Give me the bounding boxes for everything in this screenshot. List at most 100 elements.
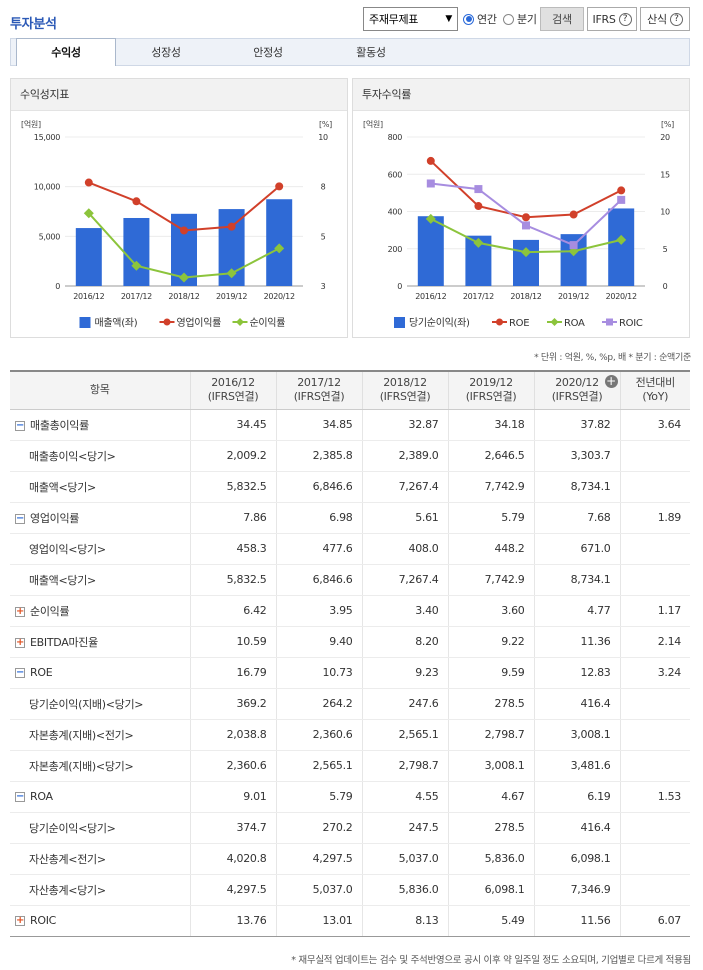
value-cell: 2,565.1 bbox=[361, 719, 448, 751]
value-cell bbox=[619, 471, 690, 503]
value-cell: 7.68 bbox=[533, 502, 620, 534]
row-label: 매출총이익<당기> bbox=[29, 449, 116, 463]
row-label: 매출액<당기> bbox=[29, 480, 96, 494]
legend-label: 당기순이익(좌) bbox=[409, 317, 470, 329]
chart-legend: 매출액(좌) 영업이익률 순이익률 bbox=[79, 316, 286, 329]
value-cell: 7.86 bbox=[189, 502, 276, 534]
row-label-cell[interactable]: − 매출총이익률 bbox=[10, 409, 190, 441]
value-cell: 3,481.6 bbox=[533, 750, 620, 782]
right-unit-label: [%] bbox=[319, 120, 332, 129]
row-label: 당기순이익<당기> bbox=[29, 821, 116, 835]
radio-checked-icon bbox=[463, 13, 474, 25]
profitability-chart-panel: 수익성지표 [억원] [%] 15,000 10,000 5,000 0 10 8 5 3 2016… bbox=[10, 78, 348, 338]
right-tick-label: 10 bbox=[660, 208, 670, 217]
row-label-cell: 매출액<당기> bbox=[10, 471, 190, 503]
value-cell: 10.59 bbox=[189, 626, 276, 658]
legend-marker bbox=[236, 318, 244, 326]
point-ROA bbox=[473, 237, 484, 248]
value-cell: 4,297.5 bbox=[189, 874, 276, 906]
tab-profitability[interactable]: 수익성 bbox=[16, 38, 116, 66]
annual-radio[interactable]: 연간 bbox=[463, 11, 497, 27]
expand-icon[interactable]: + bbox=[15, 915, 25, 926]
legend-marker bbox=[163, 318, 171, 326]
value-cell: 247.5 bbox=[361, 812, 448, 844]
tab-growth[interactable]: 성장성 bbox=[151, 46, 181, 59]
value-cell: 3.64 bbox=[619, 409, 690, 441]
point-ROE bbox=[617, 186, 626, 195]
value-cell: 13.76 bbox=[189, 905, 276, 937]
bar-2020/12 bbox=[608, 208, 635, 286]
value-cell: 448.2 bbox=[447, 533, 534, 565]
expand-icon[interactable]: + bbox=[15, 636, 25, 648]
row-label-cell[interactable]: − ROA bbox=[10, 781, 190, 813]
point-영업이익률 bbox=[132, 197, 141, 206]
quarter-radio[interactable]: 분기 bbox=[503, 11, 537, 27]
annual-radio-label: 연간 bbox=[477, 13, 497, 26]
row-label: 자본총계(지배)<전기> bbox=[29, 728, 134, 742]
value-cell: 671.0 bbox=[533, 533, 620, 565]
value-cell: 2,646.5 bbox=[447, 440, 534, 472]
right-tick-label: 0 bbox=[663, 282, 668, 291]
value-cell: 4,297.5 bbox=[275, 843, 362, 875]
collapse-icon[interactable]: − bbox=[15, 791, 25, 802]
expand-icon[interactable]: + bbox=[15, 605, 25, 617]
value-cell: 5.79 bbox=[275, 781, 362, 813]
statement-type-select[interactable]: 주재무제표 ▼ bbox=[363, 7, 458, 31]
ifrs-button[interactable]: IFRS ? bbox=[587, 7, 637, 31]
collapse-icon[interactable]: − bbox=[15, 419, 25, 431]
row-label: ROE bbox=[30, 666, 53, 679]
table-row: 매출총이익<당기> 2,009.2 2,385.8 2,389.0 2,646.5 3,3… bbox=[10, 440, 690, 472]
tab-stability[interactable]: 안정성 bbox=[253, 46, 283, 59]
row-label-cell[interactable]: + ROIC bbox=[10, 905, 190, 937]
point-순이익률 bbox=[131, 260, 142, 271]
point-순이익률 bbox=[226, 268, 237, 279]
line-ROE bbox=[430, 160, 622, 219]
value-cell: 34.18 bbox=[447, 409, 534, 441]
search-button[interactable]: 검색 bbox=[540, 7, 584, 31]
add-column-icon[interactable]: + bbox=[604, 374, 618, 388]
row-label: 영업이익률 bbox=[30, 511, 80, 525]
table-row: 자본총계(지배)<당기> 2,360.6 2,565.1 2,798.7 3,008.1… bbox=[10, 750, 690, 782]
value-cell: 5,836.0 bbox=[447, 843, 534, 875]
quarter-radio-label: 분기 bbox=[517, 13, 537, 26]
formula-button[interactable]: 산식 ? bbox=[640, 7, 690, 31]
tab-activity[interactable]: 활동성 bbox=[356, 46, 386, 59]
point-ROE bbox=[474, 202, 483, 211]
table-row: − 영업이익률 7.86 6.98 5.61 5.79 7.68 1.89 bbox=[10, 502, 690, 534]
value-cell: 34.85 bbox=[275, 409, 362, 441]
legend-label: ROA bbox=[564, 318, 585, 329]
row-label: 당기순이익(지배)<당기> bbox=[29, 697, 144, 711]
row-label: 매출총이익률 bbox=[30, 418, 89, 432]
row-label-cell: 당기순이익<당기> bbox=[10, 812, 190, 844]
row-label-cell[interactable]: + EBITDA마진율 bbox=[10, 626, 190, 658]
point-순이익률 bbox=[274, 243, 285, 254]
collapse-icon[interactable]: − bbox=[15, 512, 25, 524]
value-cell: 7,267.4 bbox=[361, 471, 448, 503]
table-row: 매출액<당기> 5,832.5 6,846.6 7,267.4 7,742.9 8,734… bbox=[10, 471, 690, 503]
value-cell: 374.7 bbox=[189, 812, 276, 844]
value-cell: 5.79 bbox=[447, 502, 534, 534]
collapse-icon[interactable]: − bbox=[15, 667, 25, 678]
legend-swatch bbox=[394, 317, 405, 328]
value-cell: 16.79 bbox=[189, 657, 276, 689]
row-label: 자산총계<전기> bbox=[29, 852, 106, 866]
value-cell: 2,389.0 bbox=[361, 440, 448, 472]
value-cell: 11.36 bbox=[533, 626, 620, 658]
legend-label: 매출액(좌) bbox=[95, 317, 138, 329]
value-cell: 2,798.7 bbox=[447, 719, 534, 751]
value-cell: 9.23 bbox=[361, 657, 448, 689]
formula-button-label: 산식 bbox=[647, 13, 667, 26]
row-label-cell[interactable]: − 영업이익률 bbox=[10, 502, 190, 534]
value-cell: 2,009.2 bbox=[189, 440, 276, 472]
value-cell: 408.0 bbox=[361, 533, 448, 565]
row-label-cell[interactable]: + 순이익률 bbox=[10, 595, 190, 627]
row-label: 순이익률 bbox=[30, 604, 70, 618]
value-cell: 9.22 bbox=[447, 626, 534, 658]
value-cell: 6.98 bbox=[275, 502, 362, 534]
right-tick-label: 3 bbox=[321, 282, 326, 291]
header-col-4: 2019/12 (IFRS연결) bbox=[447, 371, 534, 410]
legend-marker bbox=[606, 318, 613, 326]
row-label-cell[interactable]: − ROE bbox=[10, 657, 190, 689]
legend-label: 순이익률 bbox=[250, 317, 286, 329]
value-cell: 5,832.5 bbox=[189, 471, 276, 503]
